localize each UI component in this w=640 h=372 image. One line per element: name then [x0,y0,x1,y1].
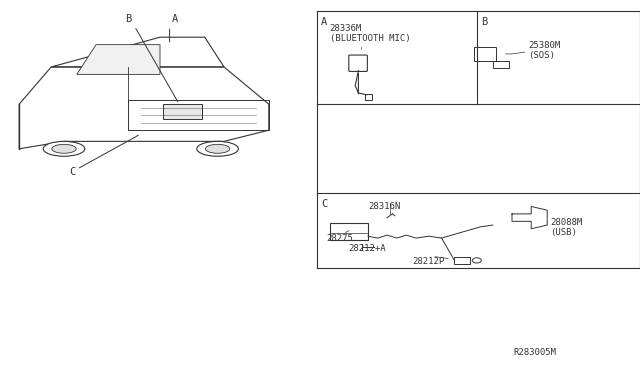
Bar [454,257,470,264]
Text: (BLUETOOTH MIC): (BLUETOOTH MIC) [330,34,410,43]
Text: (SOS): (SOS) [528,51,555,60]
Text: 28275: 28275 [326,234,353,243]
FancyBboxPatch shape [349,55,367,71]
Text: 28336M: 28336M [330,24,362,33]
Polygon shape [77,45,160,74]
Text: 28316N: 28316N [368,202,400,211]
Text: 28212P: 28212P [413,257,445,266]
Ellipse shape [197,141,239,156]
Bar [493,61,509,68]
Bar [330,223,368,240]
Circle shape [472,258,481,263]
Bar [365,94,372,100]
Text: 28088M: 28088M [550,218,582,227]
Text: B: B [481,17,488,27]
Text: A: A [321,17,328,27]
Ellipse shape [44,141,84,156]
Text: (USB): (USB) [550,228,577,237]
Text: A: A [172,14,178,24]
Text: B: B [125,14,131,24]
Bar [163,104,202,119]
Text: C: C [321,199,328,209]
Ellipse shape [205,144,230,153]
Text: R283005M: R283005M [514,348,557,357]
Bar [474,46,496,61]
Text: C: C [69,167,76,177]
Text: 28212+A: 28212+A [349,244,387,253]
Ellipse shape [52,144,76,153]
Text: 25380M: 25380M [528,41,560,50]
